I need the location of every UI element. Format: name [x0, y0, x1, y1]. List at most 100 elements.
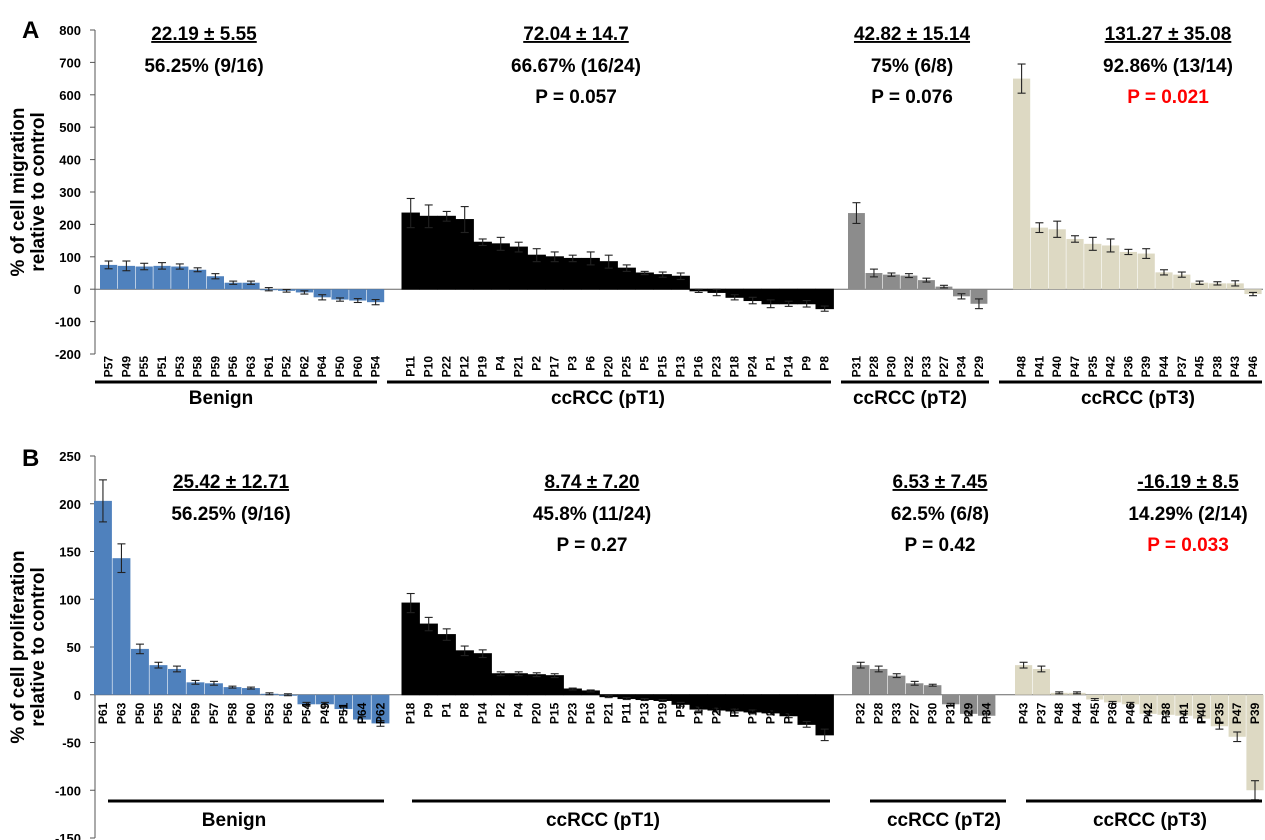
stat-ratio: 75% (6/8): [871, 56, 953, 77]
bar: [1246, 694, 1264, 791]
category-label: P9: [422, 702, 436, 717]
bar: [1173, 274, 1191, 290]
category-label: P10: [422, 356, 436, 378]
bar: [1104, 694, 1122, 703]
category-label: P61: [96, 702, 110, 724]
group-label: ccRCC (pT2): [887, 810, 1001, 831]
bar: [153, 265, 171, 290]
group-label: ccRCC (pT1): [551, 388, 665, 409]
bar: [189, 269, 207, 290]
category-label: P12: [692, 702, 706, 724]
category-label: P53: [262, 702, 276, 724]
y-tick-label: 600: [59, 88, 81, 103]
y-tick-label: 150: [59, 545, 81, 560]
category-label: P38: [1210, 356, 1224, 378]
category-label: P38: [1159, 702, 1173, 724]
category-label: P35: [1086, 356, 1100, 378]
bar: [870, 668, 888, 695]
stat-p-value: P = 0.27: [557, 535, 628, 556]
panel-a: A -200 -100 0 100 200 300 400 500 600 700 800 % of c…: [8, 17, 1263, 409]
category-label: P6: [584, 356, 598, 371]
bar: [313, 289, 331, 298]
category-label: P21: [602, 702, 616, 724]
bar: [509, 246, 528, 290]
stat-mean: 42.82 ± 15.14: [854, 24, 971, 45]
category-label: P18: [728, 356, 742, 378]
category-label: P5: [638, 356, 652, 371]
category-label: P22: [440, 356, 454, 378]
category-label: P24: [764, 702, 778, 724]
category-label: P2: [494, 702, 508, 717]
panel-b: B -150 -100 -50 0 50 100 150 200 250 % of cell pro…: [8, 445, 1264, 840]
category-label: P20: [602, 356, 616, 378]
stat-ratio: 45.8% (11/24): [533, 504, 651, 525]
bar: [1210, 694, 1228, 727]
y-tick-label: 200: [59, 497, 81, 512]
y-tick-label: 200: [59, 217, 81, 232]
category-label: P48: [1052, 702, 1066, 724]
category-label: P46: [1246, 356, 1260, 378]
stat-p-value: P = 0.021: [1127, 87, 1209, 108]
category-label: P1: [440, 702, 454, 717]
stat-mean: 131.27 ± 35.08: [1105, 24, 1232, 45]
bar: [100, 264, 118, 290]
category-label: P58: [225, 702, 239, 724]
category-label: P59: [188, 702, 202, 724]
stat-mean: -16.19 ± 8.5: [1137, 472, 1239, 493]
bar: [419, 623, 438, 696]
category-label: P28: [872, 702, 886, 724]
stat-ratio: 66.67% (16/24): [511, 56, 641, 77]
category-label: P48: [1015, 356, 1029, 378]
category-label: P64: [355, 702, 369, 724]
category-label: P33: [890, 702, 904, 724]
stat-p-value: P = 0.057: [535, 87, 617, 108]
category-label: P55: [151, 702, 165, 724]
category-label: P8: [458, 702, 472, 717]
category-label: P12: [458, 356, 472, 378]
category-label: P15: [656, 356, 670, 378]
bar: [888, 675, 906, 695]
category-label: P51: [336, 702, 350, 724]
category-label: P60: [244, 702, 258, 724]
category-label: P19: [476, 356, 490, 378]
bar: [401, 602, 420, 696]
category-label: P37: [1175, 356, 1189, 378]
y-axis-title: % of cell migrationrelative to control: [8, 108, 49, 277]
category-label: P29: [972, 356, 986, 378]
category-label: P8: [818, 356, 832, 371]
bar: [509, 673, 528, 696]
bar: [918, 280, 935, 290]
y-tick-label: 0: [74, 282, 81, 297]
category-label: P63: [114, 702, 128, 724]
bar: [94, 500, 112, 695]
group-label: Benign: [202, 810, 266, 831]
category-label: P3: [566, 356, 580, 371]
category-label: P41: [1032, 356, 1046, 378]
category-label: P3: [728, 702, 742, 717]
bar: [1121, 694, 1139, 705]
category-label: P50: [133, 702, 147, 724]
stat-ratio: 92.86% (13/14): [1103, 56, 1233, 77]
category-label: P10: [746, 702, 760, 724]
y-axis-title-line: relative to control: [28, 112, 49, 271]
category-label: P32: [902, 356, 916, 378]
category-label: P2: [530, 356, 544, 371]
category-label: P1: [764, 356, 778, 371]
category-label: P19: [656, 702, 670, 724]
bar: [563, 257, 582, 290]
bar: [1030, 227, 1048, 290]
bar: [149, 665, 168, 695]
bar: [455, 650, 474, 696]
bar: [1119, 251, 1137, 290]
y-axis-title-line: % of cell proliferation: [8, 550, 29, 743]
category-label: P39: [1139, 356, 1153, 378]
category-label: P57: [207, 702, 221, 724]
y-tick-label: -100: [55, 315, 81, 330]
bar: [1155, 272, 1173, 290]
category-label: P23: [566, 702, 580, 724]
category-label: P57: [102, 356, 116, 378]
stat-ratio: 56.25% (9/16): [171, 504, 290, 525]
category-label: P17: [818, 702, 832, 724]
category-label: P60: [351, 356, 365, 378]
